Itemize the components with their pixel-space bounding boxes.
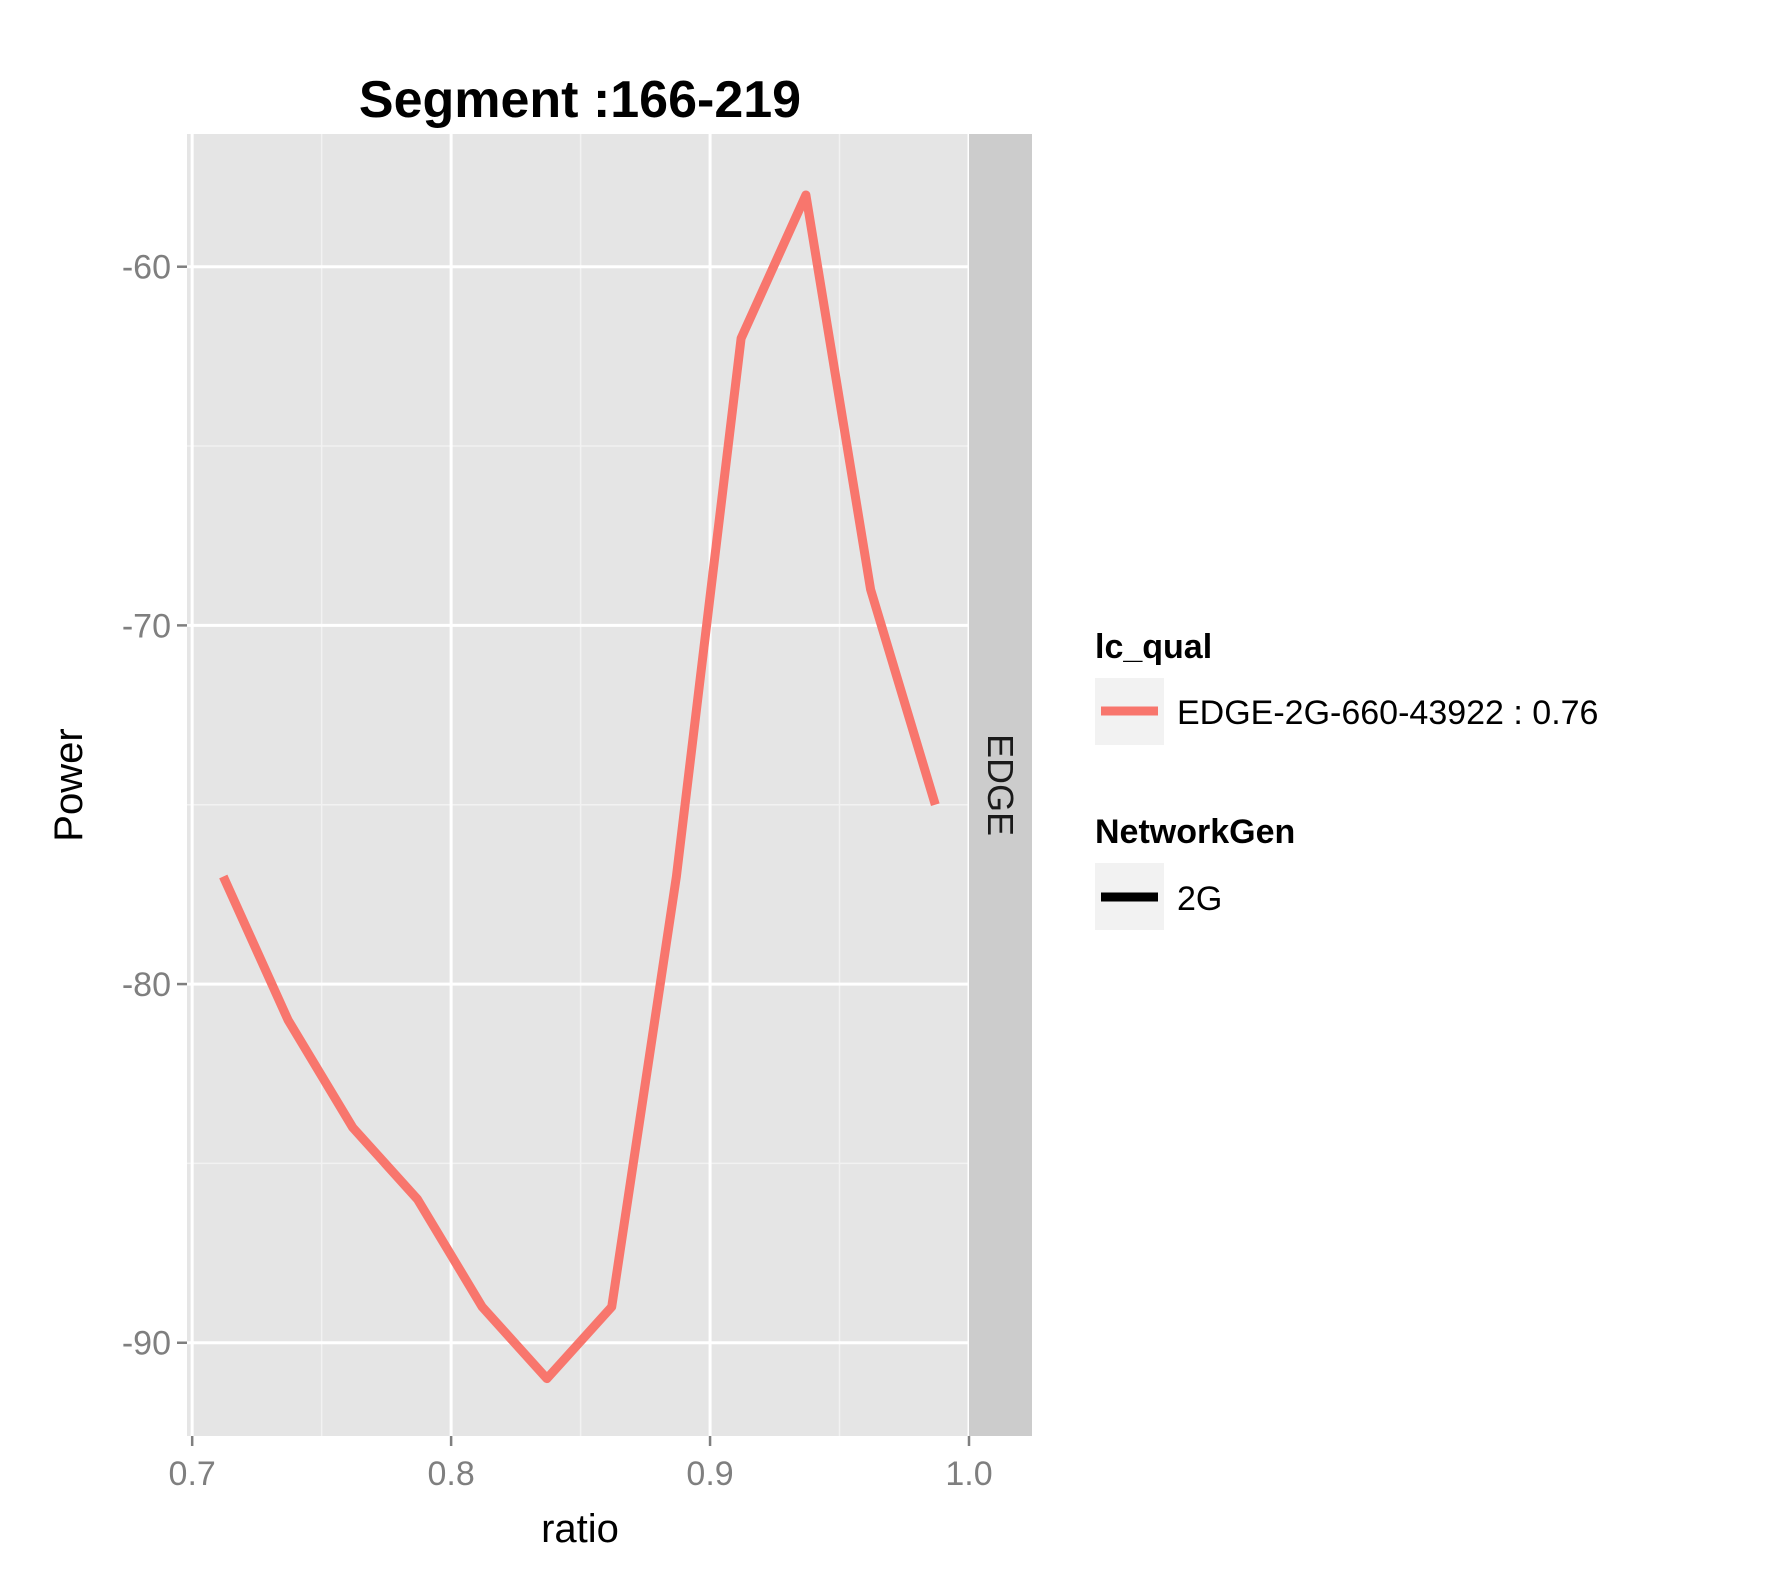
legend-lc-qual: lc_qual EDGE-2G-660-43922 : 0.76 xyxy=(1095,628,1598,745)
y-tick-label: -80 xyxy=(122,966,171,1004)
series-layer xyxy=(219,190,940,1384)
x-tick-label: 0.7 xyxy=(169,1455,216,1493)
y-tick-label: -70 xyxy=(122,607,171,645)
grid-minor xyxy=(187,134,969,1436)
legend-lc-qual-title: lc_qual xyxy=(1095,628,1212,666)
series-line xyxy=(219,190,940,1384)
chart-title: Segment :166-219 xyxy=(359,71,801,129)
facet-strip-label: EDGE xyxy=(980,734,1021,836)
y-axis: -60 -70 -80 -90 xyxy=(122,249,187,1363)
x-tick-label: 0.9 xyxy=(686,1455,733,1493)
x-axis-title: ratio xyxy=(541,1507,619,1551)
y-tick-label: -60 xyxy=(122,249,171,287)
y-tick-label: -90 xyxy=(122,1325,171,1363)
y-axis-title: Power xyxy=(47,728,91,841)
x-tick-label: 1.0 xyxy=(945,1455,992,1493)
legend-item-label: 2G xyxy=(1177,880,1222,918)
facet-strip xyxy=(969,134,1032,1436)
x-tick-label: 0.8 xyxy=(427,1455,474,1493)
legend-item-label: EDGE-2G-660-43922 : 0.76 xyxy=(1177,694,1598,732)
legend-networkgen-title: NetworkGen xyxy=(1095,813,1295,851)
x-axis: 0.7 0.8 0.9 1.0 xyxy=(169,1436,993,1493)
legend-networkgen: NetworkGen 2G xyxy=(1095,813,1295,930)
plot-panel xyxy=(187,134,969,1436)
